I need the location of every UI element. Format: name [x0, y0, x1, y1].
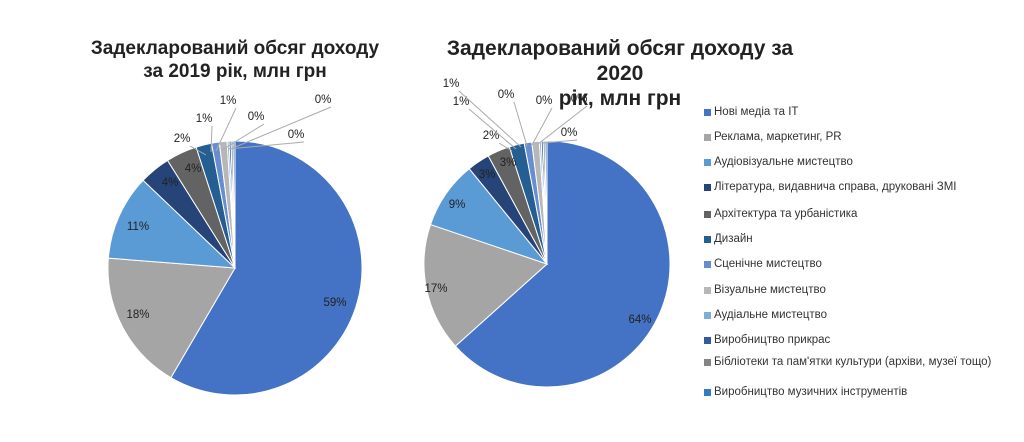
- chart-title-2019-line-1: Задекларований обсяг доходу: [90, 38, 380, 59]
- legend-label: Аудіальне мистецтво: [714, 309, 828, 321]
- pie-slice: [107, 257, 236, 379]
- data-label: 1%: [453, 96, 470, 108]
- chart-title-2019-line-2: за 2019 рік, млн грн: [143, 60, 327, 82]
- chart-title-2019: Задекларований обсяг доходу за 2019 рік,…: [60, 38, 410, 84]
- data-label: 0%: [248, 111, 265, 123]
- chart-title-2020-line-1: Задекларований обсяг доходу за 2020: [446, 37, 794, 86]
- legend-label: Бібліотеки та пам'ятки культури (архіви,…: [714, 356, 992, 368]
- chart-title-2020: Задекларований обсяг доходу за 2020 рік,…: [440, 36, 800, 112]
- data-label: 11%: [127, 221, 149, 233]
- leader-line: [537, 105, 588, 145]
- data-label: 2%: [483, 130, 500, 142]
- pie-slice: [423, 223, 548, 347]
- legend-label: Виробництво музичних інструментів: [714, 386, 908, 398]
- data-label: 9%: [449, 199, 466, 211]
- data-label: 2%: [174, 133, 191, 145]
- data-label: 1%: [443, 78, 460, 90]
- data-label: 18%: [126, 309, 149, 321]
- data-label: 3%: [479, 169, 496, 181]
- legend-swatch: [704, 236, 711, 243]
- legend-swatch: [704, 359, 711, 366]
- pie-2020: 64% 17% 9% 3% 3% 2% 1% 1% 0% 0% 0% 0%: [423, 78, 671, 388]
- legend-item: Виробництво музичних інструментів: [704, 386, 1004, 399]
- data-label: 3%: [500, 157, 517, 169]
- legend-label: Реклама, маркетинг, PR: [714, 131, 842, 143]
- pie-slice: [232, 140, 236, 269]
- chart-title-2020-line-2: рік, млн грн: [558, 87, 682, 111]
- legend-item: Нові медіа та ІТ: [704, 106, 1004, 119]
- legend-label: Дизайн: [714, 233, 753, 245]
- leader-line: [215, 107, 237, 152]
- legend-swatch: [704, 261, 711, 268]
- data-label: 59%: [323, 297, 346, 309]
- pie-slice: [544, 140, 548, 265]
- legend-label: Нові медіа та ІТ: [714, 106, 799, 118]
- data-label: 0%: [571, 93, 588, 105]
- pie-2019: 59% 18% 11% 4% 4% 2% 1% 1% 0% 0% 0%: [107, 94, 363, 396]
- leader-line: [542, 139, 578, 144]
- leader-line: [221, 123, 265, 151]
- legend-item: Виробництво прикрас: [704, 334, 1004, 347]
- data-label: 4%: [162, 177, 179, 189]
- data-label: 0%: [315, 94, 332, 106]
- leader-line: [531, 107, 553, 146]
- legend-item: Архітектура та урбаністика: [704, 208, 1004, 221]
- legend-label: Виробництво прикрас: [714, 334, 831, 346]
- legend-item: Реклама, маркетинг, PR: [704, 131, 1004, 144]
- legend-swatch: [704, 184, 711, 191]
- legend-item: Література, видавнича справа, друковані …: [704, 181, 1004, 194]
- legend-item: Дизайн: [704, 233, 1004, 246]
- data-label: 17%: [424, 283, 447, 295]
- data-label: 0%: [498, 89, 515, 101]
- legend-swatch: [704, 109, 711, 116]
- legend-label: Аудіовізуальне мистецтво: [714, 156, 853, 168]
- data-label: 1%: [220, 95, 237, 107]
- legend-label: Візуальне мистецтво: [714, 284, 826, 296]
- pie-slice: [107, 179, 237, 269]
- data-label: 64%: [628, 314, 651, 326]
- leader-line: [227, 141, 305, 150]
- data-label: 0%: [536, 95, 553, 107]
- data-label: 1%: [196, 113, 213, 125]
- leader-line: [232, 106, 332, 149]
- leader-line: [189, 145, 207, 156]
- legend-swatch: [704, 389, 711, 396]
- legend-swatch: [704, 134, 711, 141]
- legend-label: Сценічне мистецтво: [714, 258, 822, 270]
- legend-swatch: [704, 211, 711, 218]
- legend-item: Візуальне мистецтво: [704, 284, 1004, 297]
- legend-swatch: [704, 337, 711, 344]
- pie-slice: [454, 140, 671, 388]
- leader-line: [513, 101, 528, 147]
- legend-label: Література, видавнича справа, друковані …: [714, 181, 957, 193]
- legend-item: Бібліотеки та пам'ятки культури (архіви,…: [704, 356, 1004, 369]
- legend-label: Архітектура та урбаністика: [714, 208, 858, 220]
- legend-swatch: [704, 312, 711, 319]
- data-label: 0%: [561, 127, 578, 139]
- leader-line: [458, 90, 522, 148]
- legend-item: Аудіовізуальне мистецтво: [704, 156, 1004, 169]
- data-label: 0%: [288, 129, 305, 141]
- legend-item: Аудіальне мистецтво: [704, 309, 1004, 322]
- legend-swatch: [704, 287, 711, 294]
- pie-slice: [170, 140, 363, 396]
- leader-line: [210, 125, 213, 153]
- leader-line: [498, 142, 513, 152]
- legend-item: Сценічне мистецтво: [704, 258, 1004, 271]
- legend-swatch: [704, 159, 711, 166]
- leader-line: [468, 108, 517, 150]
- data-label: 4%: [185, 163, 202, 175]
